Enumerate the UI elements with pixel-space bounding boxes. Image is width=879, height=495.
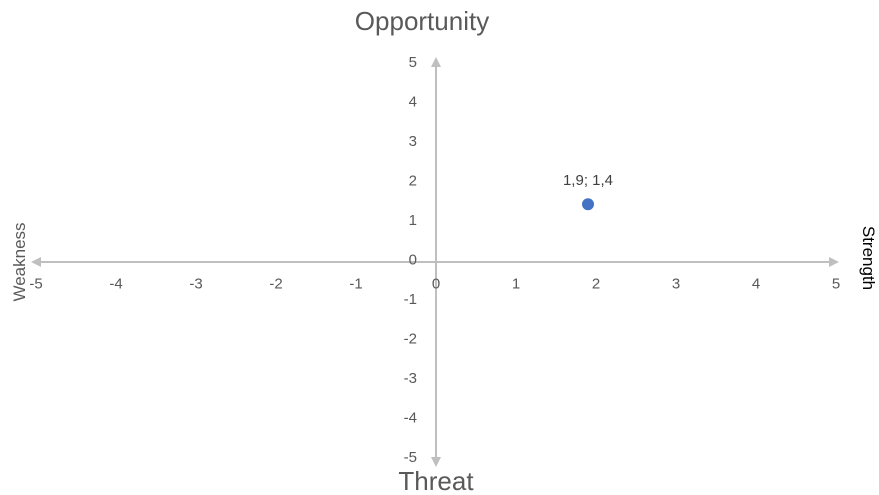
y-tick-label: -2 bbox=[404, 331, 417, 348]
axis-title-threat: Threat bbox=[398, 466, 474, 495]
x-tick-label: 5 bbox=[832, 276, 840, 293]
y-tick-label: -1 bbox=[404, 291, 417, 308]
x-tick-label: -2 bbox=[269, 276, 282, 293]
x-tick-label: -3 bbox=[189, 276, 202, 293]
x-tick-labels: -5 -4 -3 -2 -1 0 1 2 3 4 5 bbox=[29, 276, 840, 293]
y-tick-labels: 5 4 3 2 1 0 -1 -2 -3 -4 -5 bbox=[404, 54, 417, 466]
y-tick-label: -5 bbox=[404, 449, 417, 466]
y-tick-label: -3 bbox=[404, 370, 417, 387]
y-tick-label: 3 bbox=[409, 133, 417, 150]
x-tick-label: -1 bbox=[349, 276, 362, 293]
axis-title-strength: Strength bbox=[859, 226, 878, 290]
y-tick-label: 0 bbox=[409, 252, 417, 269]
y-tick-label: 2 bbox=[409, 173, 417, 190]
y-tick-label: 4 bbox=[409, 94, 417, 111]
x-tick-label: 1 bbox=[512, 276, 520, 293]
x-tick-label: 0 bbox=[432, 276, 440, 293]
axis-title-opportunity: Opportunity bbox=[355, 6, 489, 36]
x-tick-label: -5 bbox=[29, 276, 42, 293]
data-point bbox=[582, 198, 594, 211]
x-tick-label: -4 bbox=[109, 276, 122, 293]
axis-title-weakness: Weakness bbox=[10, 222, 29, 301]
y-tick-label: 1 bbox=[409, 212, 417, 229]
data-points: 1,9; 1,4 bbox=[563, 172, 613, 211]
data-point-label: 1,9; 1,4 bbox=[563, 172, 613, 189]
y-tick-label: 5 bbox=[409, 54, 417, 71]
x-tick-label: 4 bbox=[752, 276, 760, 293]
x-tick-label: 3 bbox=[672, 276, 680, 293]
x-tick-label: 2 bbox=[592, 276, 600, 293]
y-tick-label: -4 bbox=[404, 410, 417, 427]
